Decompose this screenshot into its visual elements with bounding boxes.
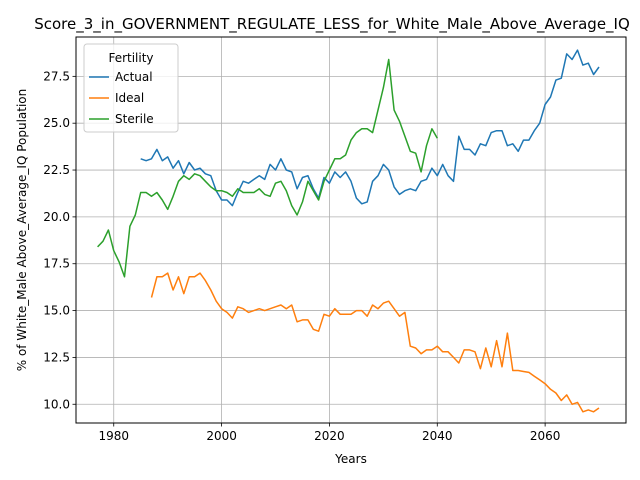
x-tick-label: 2040	[422, 429, 453, 443]
x-axis-label: Years	[334, 452, 367, 466]
x-tick-label: 2000	[206, 429, 237, 443]
legend-label-actual: Actual	[115, 70, 153, 84]
x-tick-label: 2020	[314, 429, 345, 443]
y-tick-label: 15.0	[43, 304, 70, 318]
y-tick-label: 17.5	[43, 257, 70, 271]
legend: Fertility Actual Ideal Sterile	[83, 43, 179, 133]
series-line-ideal	[150, 272, 600, 413]
x-axis-ticks: 1980 2000 2020 2040 2060	[98, 423, 560, 443]
series-line-sterile	[97, 58, 438, 278]
y-tick-label: 27.5	[43, 69, 70, 83]
legend-title: Fertility	[108, 51, 153, 65]
grid-lines	[76, 37, 626, 423]
x-tick-label: 1980	[98, 429, 129, 443]
y-tick-label: 22.5	[43, 163, 70, 177]
legend-label-ideal: Ideal	[115, 91, 144, 105]
y-tick-label: 20.0	[43, 210, 70, 224]
y-tick-label: 12.5	[43, 350, 70, 364]
y-axis-ticks: 10.0 12.5 15.0 17.5 20.0 22.5 25.0 27.5	[43, 69, 76, 411]
series-line-actual	[140, 49, 600, 207]
y-axis-label: % of White_Male Above_Average_IQ Populat…	[15, 89, 29, 372]
legend-box	[83, 43, 179, 133]
series-lines	[97, 49, 600, 413]
y-tick-label: 25.0	[43, 116, 70, 130]
legend-label-sterile: Sterile	[115, 112, 154, 126]
x-tick-label: 2060	[530, 429, 561, 443]
y-tick-label: 10.0	[43, 397, 70, 411]
chart-title: Score_3_in_GOVERNMENT_REGULATE_LESS_for_…	[34, 15, 630, 34]
plot-frame	[75, 36, 627, 424]
